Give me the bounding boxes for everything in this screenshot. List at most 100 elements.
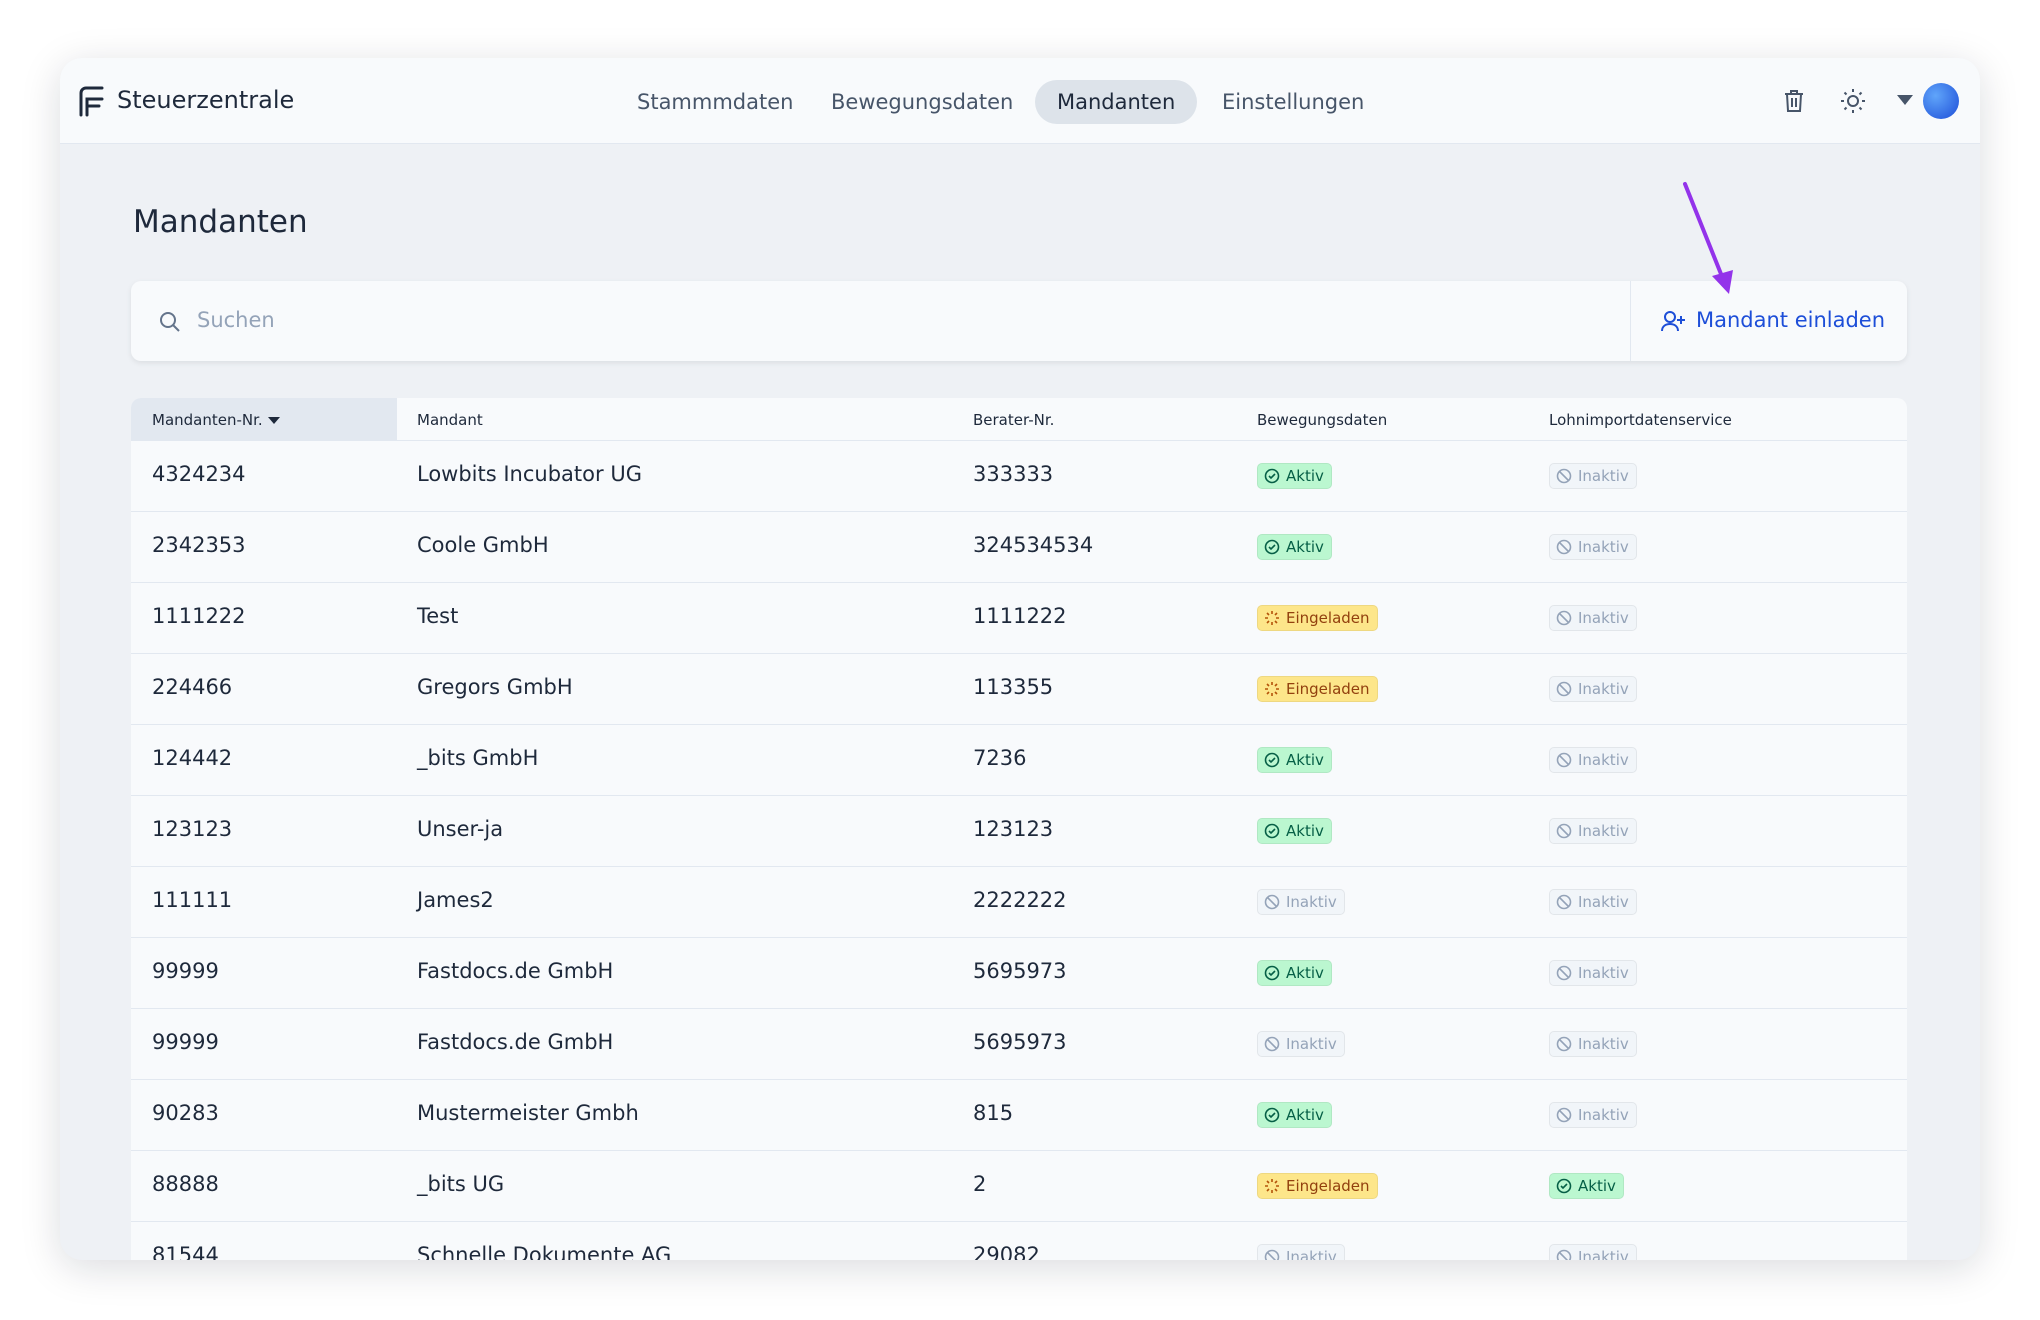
brand[interactable]: Steuerzentrale [117,86,295,114]
row-divider [131,937,1907,938]
table-cell: 99999 [152,959,219,983]
logo [79,86,104,117]
status-icon [1264,752,1280,768]
column-header[interactable]: Mandant [417,411,483,429]
table-cell: 2342353 [152,533,246,557]
status-icon [1264,894,1280,910]
status-badge: Aktiv [1257,534,1332,560]
divider [1630,281,1631,361]
status-badge: Inaktiv [1549,889,1637,915]
column-header[interactable]: Mandanten-Nr. [152,398,280,440]
table-cell: 81544 [152,1243,219,1260]
nav-item[interactable]: Stammmdaten [637,90,794,114]
row-divider [131,440,1907,441]
sort-caret [267,417,280,424]
status-badge: Inaktiv [1549,747,1637,773]
search-icon [160,312,180,332]
table-cell: 1111222 [973,604,1067,628]
top-bar: Steuerzentrale Stammmdaten Bewegungsdaten… [60,58,1980,144]
status-badge: Inaktiv [1257,1031,1345,1057]
row-divider [131,1150,1907,1151]
trash-button[interactable] [1782,88,1806,114]
table-cell: Unser-ja [417,817,504,841]
invite-button[interactable]: Mandant einladen [1696,308,1886,332]
clients-table: Mandanten-Nr. Mandant Berater-Nr. Bewegungs… [131,398,1907,1260]
theme-button[interactable] [1840,88,1866,114]
row-divider [131,1079,1907,1080]
status-badge: Inaktiv [1549,1244,1637,1260]
invite-icon [1661,311,1685,332]
app-window: Steuerzentrale Stammmdaten Bewegungsdaten… [60,58,1980,1260]
column-header[interactable]: Bewegungsdaten [1257,411,1388,429]
status-icon [1556,823,1572,839]
table-cell: 7236 [973,746,1027,770]
status-icon [1264,1107,1280,1123]
row-divider [131,511,1907,512]
table-cell: Lowbits Incubator UG [417,462,642,486]
table-cell: 123123 [152,817,233,841]
status-icon [1264,965,1280,981]
column-header[interactable]: Berater-Nr. [973,411,1055,429]
status-icon [1556,1249,1572,1260]
status-icon [1264,1036,1280,1052]
table-cell: 815 [973,1101,1014,1125]
row-divider [131,653,1907,654]
nav-item[interactable]: Mandanten [1035,80,1198,124]
table-cell: Fastdocs.de GmbH [417,1030,614,1054]
row-divider [131,724,1907,725]
table-cell: 4324234 [152,462,246,486]
search-input[interactable]: Suchen [197,308,275,332]
status-badge: Inaktiv [1549,676,1637,702]
status-badge: Eingeladen [1257,605,1378,631]
table-cell: 113355 [973,675,1054,699]
menu-caret[interactable] [1897,95,1913,105]
status-icon [1556,681,1572,697]
table-cell: 29082 [973,1243,1040,1260]
page-title: Mandanten [133,204,308,240]
table-cell: 5695973 [973,959,1067,983]
status-badge: Inaktiv [1549,1102,1637,1128]
status-badge: Aktiv [1549,1173,1624,1199]
column-header[interactable]: Lohnimportdatenservice [1549,411,1732,429]
table-cell: Test [417,604,459,628]
table-cell: 2222222 [973,888,1067,912]
table-cell: Fastdocs.de GmbH [417,959,614,983]
status-badge: Inaktiv [1549,818,1637,844]
status-badge: Aktiv [1257,1102,1332,1128]
status-badge: Inaktiv [1549,960,1637,986]
table-cell: 1111222 [152,604,246,628]
status-badge: Inaktiv [1549,1031,1637,1057]
status-icon [1264,1249,1280,1260]
status-badge: Aktiv [1257,747,1332,773]
nav-item[interactable]: Bewegungsdaten [831,90,1014,114]
table-cell: Schnelle Dokumente AG [417,1243,672,1260]
status-icon [1556,965,1572,981]
table-cell: James2 [417,888,494,912]
table-cell: 333333 [973,462,1054,486]
status-icon [1264,823,1280,839]
table-cell: 88888 [152,1172,219,1196]
status-badge: Aktiv [1257,463,1332,489]
status-icon [1264,468,1280,484]
status-badge: Inaktiv [1549,534,1637,560]
row-divider [131,866,1907,867]
row-divider [131,795,1907,796]
table-cell: _bits GmbH [417,746,539,770]
status-icon [1556,894,1572,910]
avatar[interactable] [1923,83,1959,119]
row-divider [131,1008,1907,1009]
nav-item[interactable]: Einstellungen [1222,90,1365,114]
status-badge: Aktiv [1257,818,1332,844]
table-cell: Coole GmbH [417,533,549,557]
status-icon [1556,752,1572,768]
status-badge: Inaktiv [1549,463,1637,489]
status-icon [1265,1179,1279,1193]
table-cell: 99999 [152,1030,219,1054]
table-cell: 324534534 [973,533,1094,557]
status-icon [1556,468,1572,484]
annotation-arrow [1683,182,1733,294]
status-badge: Eingeladen [1257,676,1378,702]
row-divider [131,1221,1907,1222]
